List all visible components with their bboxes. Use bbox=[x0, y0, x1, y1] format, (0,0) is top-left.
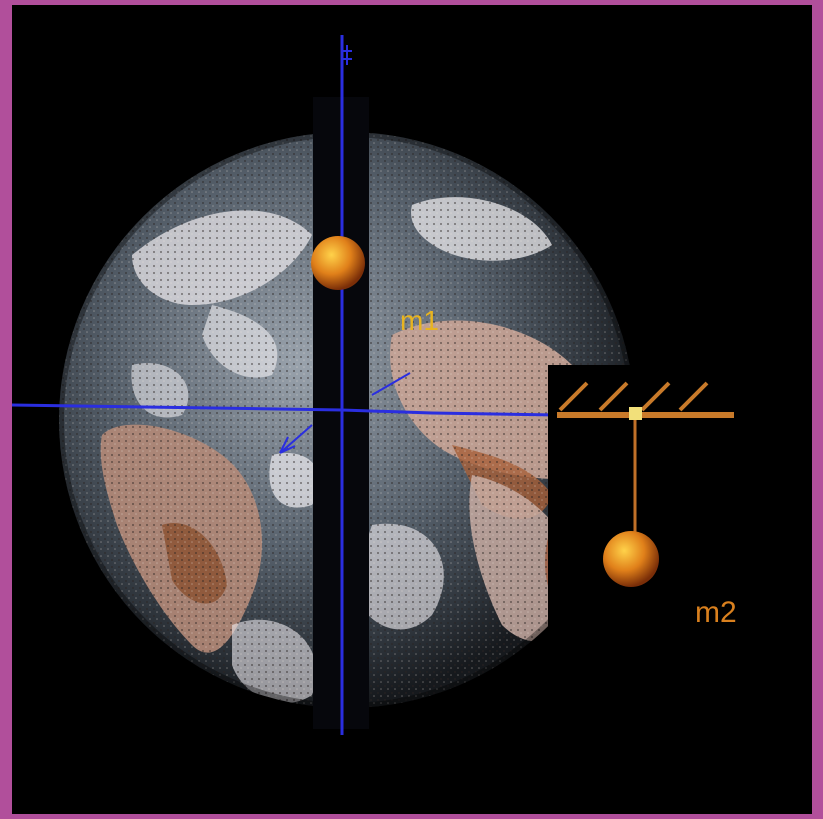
direction-arrow bbox=[279, 424, 313, 454]
mass-one-ball bbox=[311, 236, 365, 290]
mass-two-ball bbox=[603, 531, 659, 587]
earth-pendulum-diagram: m1 m2 bbox=[12, 5, 812, 814]
axis-top-marker bbox=[342, 45, 352, 65]
equator-line bbox=[12, 403, 558, 417]
diagram-panel: m1 m2 bbox=[12, 5, 812, 814]
axis-lines bbox=[12, 35, 558, 735]
mass-one-label: m1 bbox=[400, 305, 439, 336]
arrow-to-m1 bbox=[371, 372, 411, 396]
pendulum-apparatus: m2 bbox=[548, 365, 812, 814]
pivot-point bbox=[629, 407, 642, 420]
mass-two-label: m2 bbox=[695, 596, 737, 629]
pendulum-panel bbox=[548, 365, 812, 814]
support-hatching bbox=[558, 381, 709, 412]
